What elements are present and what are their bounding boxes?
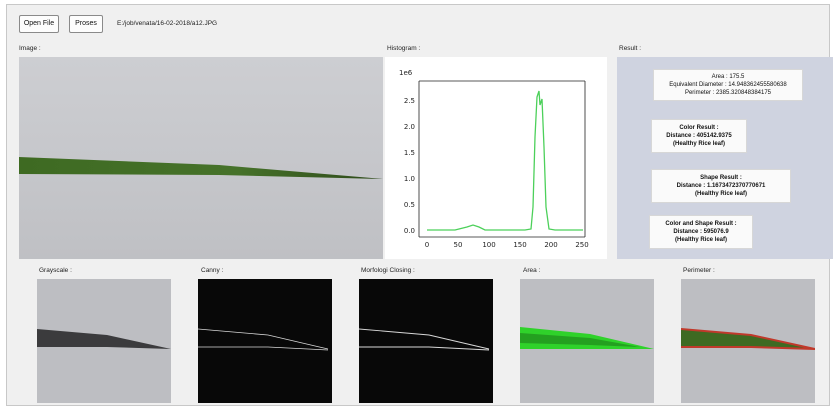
- y-tick-label: 2.5: [404, 97, 415, 105]
- app-window: Open File Proses E:/job/venata/16-02-201…: [6, 4, 833, 406]
- edge-line: [359, 346, 490, 351]
- histogram-line: [427, 90, 583, 231]
- perimeter-image: [681, 279, 815, 403]
- morph-closing-label: Morfologi Closing :: [361, 267, 415, 274]
- histogram-chart: 1e6 2.5 2.0 1.5 1.0 0.5 0.0 0 50 100 150: [385, 57, 607, 259]
- image-label: Image :: [19, 45, 41, 52]
- shape-result-class: (Healthy Rice leaf): [694, 191, 748, 197]
- file-path-text: E:/job/venata/16-02-2018/a12.JPG: [117, 20, 218, 27]
- grayscale-image: [37, 279, 171, 403]
- combined-result-distance: Distance : 595076.9: [673, 229, 729, 235]
- area-label: Area :: [523, 267, 541, 274]
- color-result-box: Color Result : Distance : 405142.9375 (H…: [651, 119, 747, 153]
- result-panel: Area : 175.5 Equivalent Diameter : 14.94…: [617, 57, 833, 259]
- shape-result-title: Shape Result :: [700, 175, 742, 181]
- shape-result-distance: Distance : 1.1673472370770671: [676, 183, 766, 189]
- y-tick-label: 1.5: [404, 149, 415, 157]
- x-tick-label: 150: [513, 241, 526, 249]
- morph-closing-image: [359, 279, 493, 403]
- input-image: [19, 57, 383, 259]
- edge-line: [198, 346, 329, 351]
- perimeter-outline: [681, 328, 815, 350]
- grayscale-label: Grayscale :: [39, 267, 72, 274]
- y-tick-label: 0.5: [404, 201, 415, 209]
- combined-result-title: Color and Shape Result :: [665, 221, 737, 227]
- leaf-shape: [520, 333, 640, 347]
- y-tick-label: 0.0: [404, 227, 415, 235]
- leaf-shape: [37, 329, 171, 349]
- histogram-scale-label: 1e6: [399, 69, 413, 77]
- color-result-class: (Healthy Rice leaf): [672, 141, 726, 147]
- color-result-title: Color Result :: [679, 125, 719, 131]
- proses-button[interactable]: Proses: [69, 15, 103, 33]
- x-tick-label: 100: [482, 241, 495, 249]
- x-tick-label: 0: [425, 241, 429, 249]
- combined-result-class: (Healthy Rice leaf): [674, 237, 728, 243]
- x-tick-label: 250: [575, 241, 588, 249]
- rice-leaf-image: [19, 57, 383, 259]
- canny-label: Canny :: [201, 267, 224, 274]
- x-tick-label: 200: [544, 241, 557, 249]
- shape-result-box: Shape Result : Distance : 1.167347237077…: [651, 169, 791, 203]
- histogram-label: Histogram :: [387, 45, 421, 52]
- equivalent-diameter-text: Equivalent Diameter : 14.948362455580638: [669, 82, 787, 88]
- measurements-box: Area : 175.5 Equivalent Diameter : 14.94…: [653, 69, 803, 101]
- result-label: Result :: [619, 45, 642, 52]
- open-file-button[interactable]: Open File: [19, 15, 59, 33]
- edge-line: [359, 328, 490, 350]
- perimeter-text: Perimeter : 2385.320848384175: [684, 90, 772, 96]
- perimeter-label: Perimeter :: [683, 267, 715, 274]
- combined-result-box: Color and Shape Result : Distance : 5950…: [649, 215, 753, 249]
- leaf-shape: [19, 157, 383, 179]
- leaf-shape: [681, 329, 815, 349]
- edge-line: [198, 328, 329, 350]
- area-image: [520, 279, 654, 403]
- color-result-distance: Distance : 405142.9375: [666, 133, 732, 139]
- y-tick-label: 2.0: [404, 123, 415, 131]
- x-tick-label: 50: [454, 241, 463, 249]
- area-text: Area : 175.5: [711, 74, 745, 80]
- canny-image: [198, 279, 332, 403]
- y-tick-label: 1.0: [404, 175, 415, 183]
